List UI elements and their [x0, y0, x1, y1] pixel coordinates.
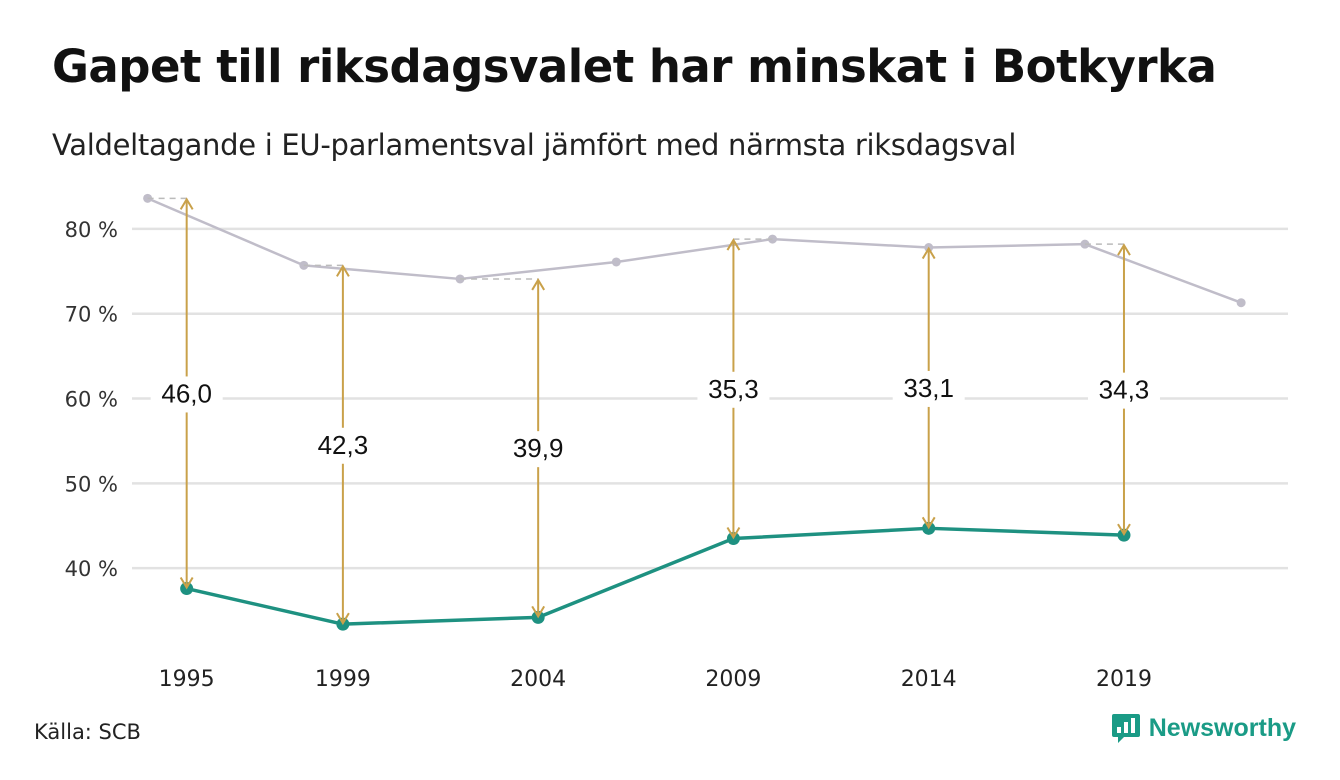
gap-label-backdrop: [502, 431, 575, 468]
x-tick-label: 2014: [901, 667, 957, 692]
y-tick-label: 60 %: [65, 388, 118, 412]
gap-label-backdrop: [1087, 372, 1160, 409]
gap-label: 34,3: [1099, 375, 1150, 405]
series-lines: [143, 193, 1246, 631]
chart-subtitle: Valdeltagande i EU-parlamentsval jämfört…: [52, 128, 1017, 162]
gap-arrowhead-bottom: [726, 526, 741, 540]
y-tick-label: 40 %: [65, 557, 118, 581]
gap-label: 42,3: [318, 430, 369, 460]
line-chart: 40 % 50 % 60 % 70 % 80 % 1995 1999 2004 2009 201…: [65, 193, 1288, 692]
x-tick-label: 2009: [705, 667, 761, 692]
gap-label: 39,9: [513, 433, 564, 463]
gap-label-backdrop: [892, 370, 965, 407]
newsworthy-logo: Newsworthy: [1111, 712, 1296, 744]
gap-arrowhead-top: [1117, 243, 1131, 256]
chart-title: Gapet till riksdagsvalet har minskat i B…: [52, 40, 1217, 93]
gap-label: 35,3: [708, 374, 759, 404]
gap-arrowhead-top: [179, 197, 194, 210]
gap-label-backdrop: [697, 371, 770, 408]
source-note: Källa: SCB: [34, 720, 141, 744]
gap-arrowhead-top: [336, 264, 350, 277]
x-axis-ticks: 1995 1999 2004 2009 2014 2019: [159, 667, 1152, 692]
y-tick-label: 80 %: [65, 218, 118, 242]
x-tick-label: 1999: [315, 667, 371, 692]
gap-arrows: 46,0 42,3 39,9 35,3 33,1 34,3: [147, 197, 1160, 626]
series-line-riksdag: [147, 197, 1242, 304]
newsworthy-logo-icon: [1111, 714, 1140, 743]
gap-arrowhead-bottom: [179, 577, 194, 590]
gap-label-backdrop: [150, 376, 223, 413]
x-tick-label: 2019: [1096, 667, 1152, 692]
gap-arrowhead-bottom: [1117, 523, 1131, 537]
data-point-riksdag: [767, 234, 777, 244]
gap-arrowhead-bottom: [921, 516, 936, 530]
data-point-riksdag: [1236, 298, 1246, 308]
gap-arrowhead-top: [726, 238, 741, 251]
gap-label: 46,0: [161, 378, 212, 408]
y-tick-label: 50 %: [65, 472, 118, 496]
gap-label-backdrop: [306, 427, 379, 464]
gap-arrowhead-top: [921, 246, 936, 260]
y-tick-label: 70 %: [65, 303, 118, 327]
x-tick-label: 1995: [159, 667, 215, 692]
newsworthy-logo-text: Newsworthy: [1148, 713, 1296, 742]
gap-arrowhead-bottom: [336, 612, 350, 626]
y-axis-ticks: 40 % 50 % 60 % 70 % 80 %: [65, 218, 118, 581]
series-line-eu: [186, 526, 1125, 626]
gap-arrowhead-top: [531, 277, 546, 291]
x-tick-label: 2004: [510, 667, 566, 692]
data-point-riksdag: [611, 257, 621, 267]
gap-label: 33,1: [903, 373, 954, 403]
gap-arrowhead-bottom: [531, 605, 546, 619]
